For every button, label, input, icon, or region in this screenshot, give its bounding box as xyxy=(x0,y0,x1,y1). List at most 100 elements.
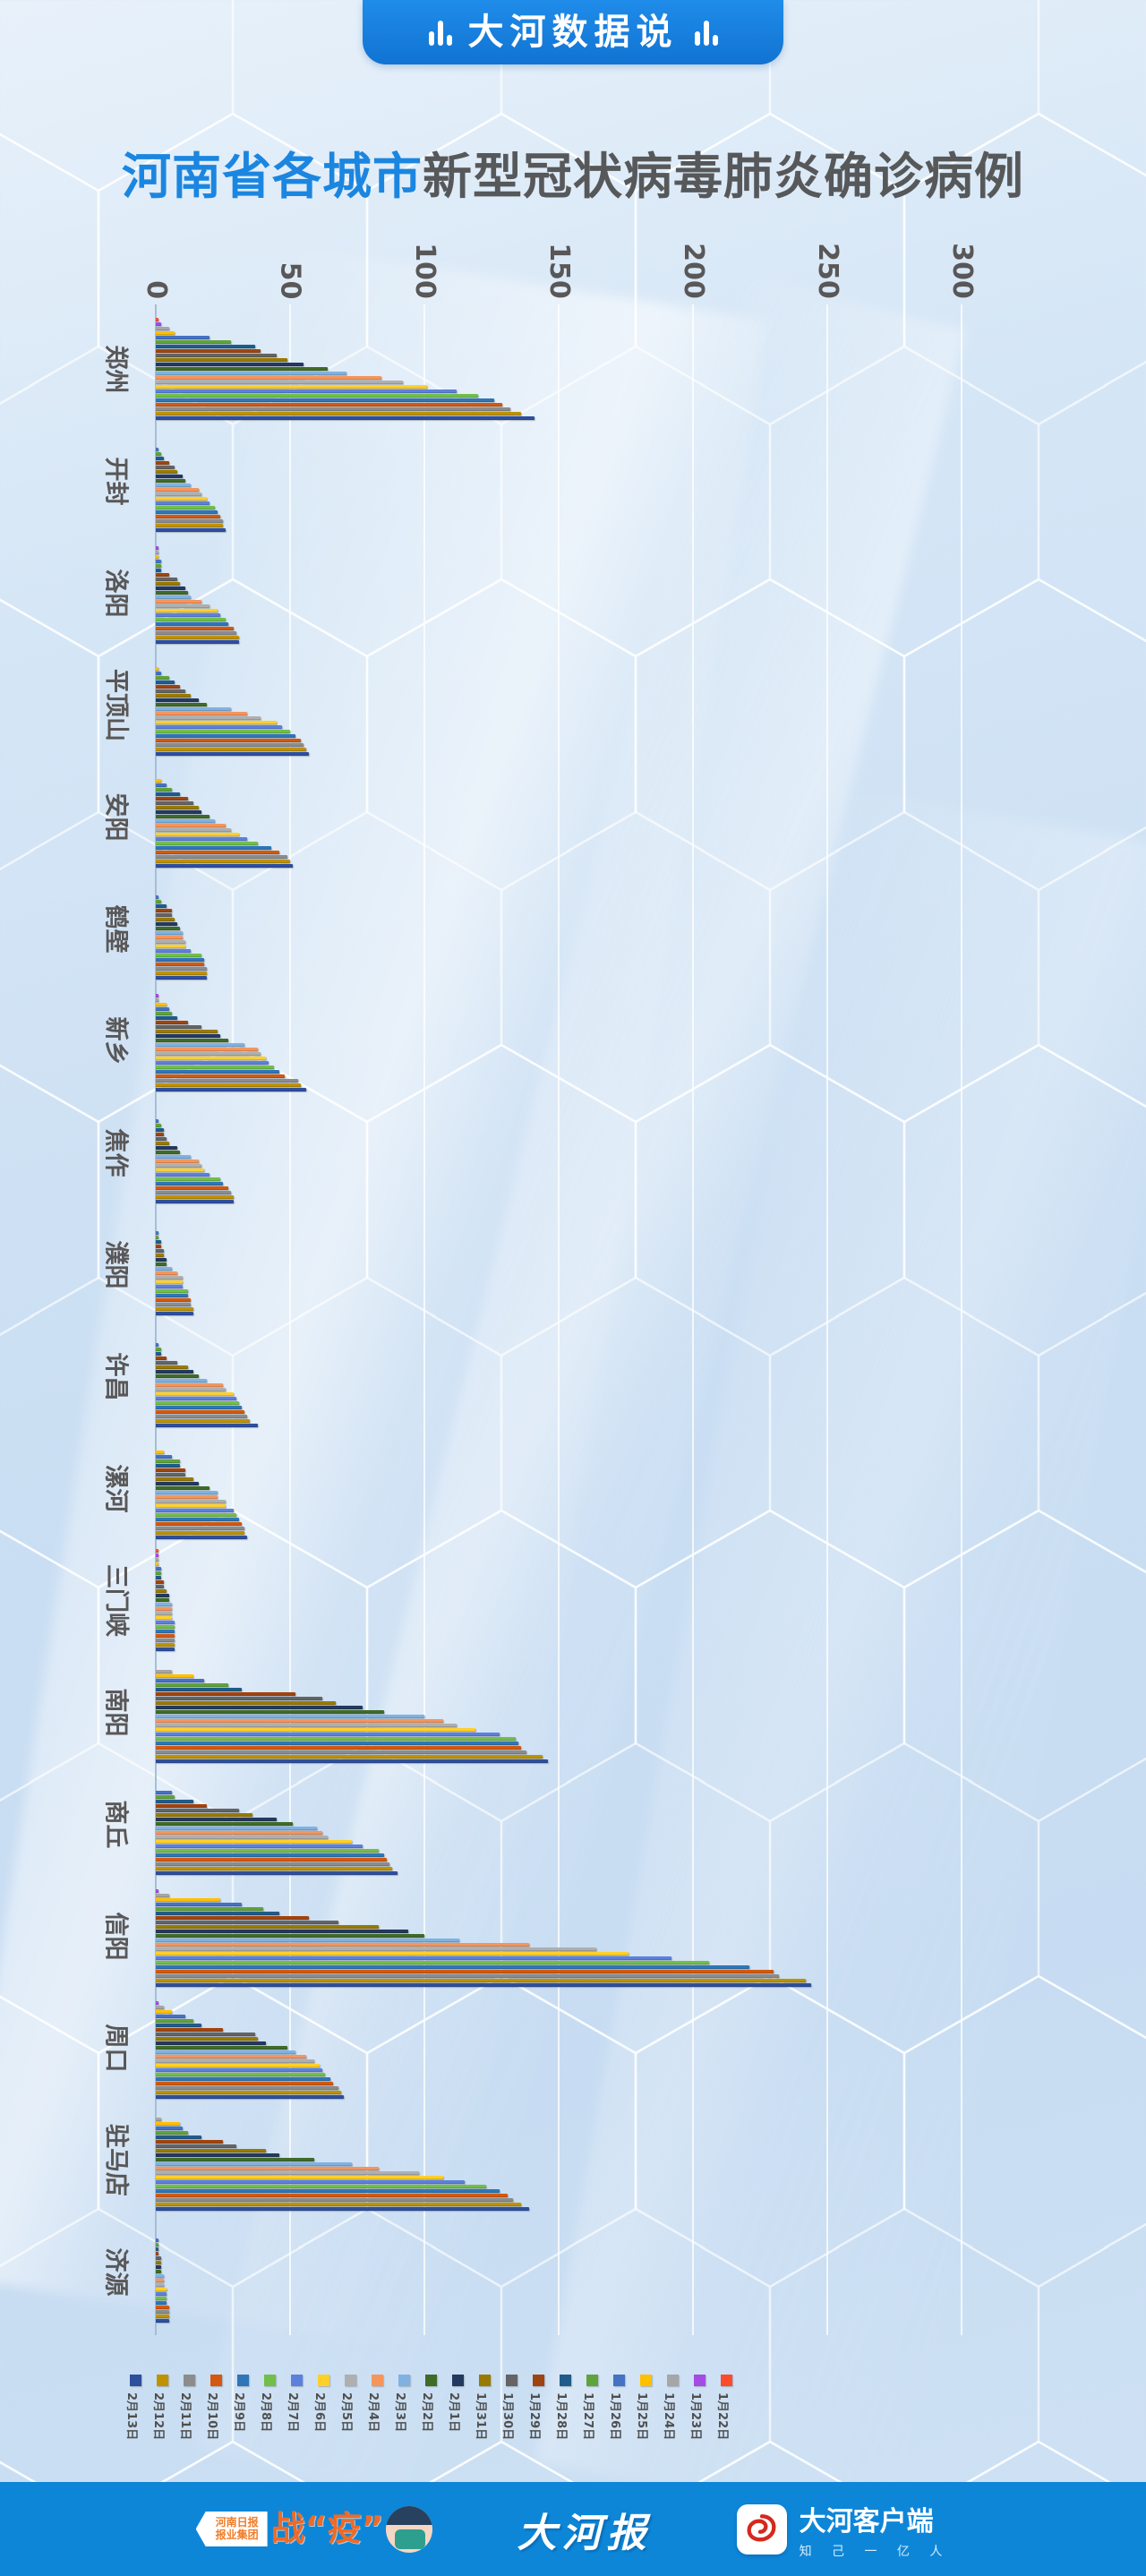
bar xyxy=(156,2033,255,2036)
bar xyxy=(156,1965,749,1969)
legend-swatch xyxy=(559,2375,571,2386)
bar xyxy=(156,506,215,509)
city-bar-group xyxy=(156,430,226,533)
bar-chart-icon xyxy=(428,19,452,46)
bar xyxy=(156,1258,167,1262)
header-badge: 大河数据说 xyxy=(363,0,783,64)
chart-legend: 2月13日 2月12日 2月11日 2月10日 2月9日 2月8日 2月7日 2月6日 2月5日… xyxy=(122,2375,740,2464)
bar xyxy=(156,2194,508,2197)
bar xyxy=(156,2292,167,2296)
gridline xyxy=(961,304,962,2335)
bar xyxy=(156,322,161,326)
legend-item: 2月8日 xyxy=(256,2375,283,2464)
bar xyxy=(156,1039,228,1042)
nurse-illustration xyxy=(385,2505,432,2553)
bar xyxy=(156,1853,384,1857)
bar xyxy=(156,1468,185,1472)
bar xyxy=(156,1119,158,1123)
bar xyxy=(156,1795,175,1799)
bar xyxy=(156,1858,387,1861)
bar xyxy=(156,1021,188,1024)
bar xyxy=(156,2122,180,2126)
bar xyxy=(156,676,169,680)
bar xyxy=(156,1759,548,1763)
bar xyxy=(156,806,199,809)
bar xyxy=(156,927,180,930)
bar xyxy=(156,855,287,859)
bar xyxy=(156,1531,244,1535)
bar xyxy=(156,2158,314,2161)
bar xyxy=(156,779,161,783)
bar xyxy=(156,2118,161,2121)
bar xyxy=(156,2198,513,2202)
dahe-app-icon xyxy=(736,2503,787,2555)
bar xyxy=(156,1683,228,1687)
city-label: 周口 xyxy=(101,2024,130,2073)
legend-item: 2月3日 xyxy=(390,2375,417,2464)
bar xyxy=(156,1943,529,1947)
bar xyxy=(156,931,183,935)
city-label: 新乡 xyxy=(101,1016,130,1065)
bar xyxy=(156,2082,333,2085)
bar xyxy=(156,2050,295,2054)
bar xyxy=(156,743,304,747)
bar xyxy=(156,1867,392,1870)
title-highlight: 河南省各城市 xyxy=(121,148,423,205)
bar xyxy=(156,1639,175,1642)
bar xyxy=(156,1160,199,1163)
bar xyxy=(156,1724,457,1727)
bar xyxy=(156,2095,344,2099)
bar xyxy=(156,1576,161,1579)
bar xyxy=(156,2319,169,2323)
bar xyxy=(156,510,218,514)
x-tick-label: 50 xyxy=(274,261,306,299)
bar xyxy=(156,1791,172,1794)
legend-item: 2月1日 xyxy=(444,2375,471,2464)
bar xyxy=(156,2024,201,2027)
legend-label: 2月10日 xyxy=(205,2392,218,2441)
bar xyxy=(156,466,175,469)
bar xyxy=(156,372,346,375)
bar xyxy=(156,1388,226,1391)
legend-label: 1月25日 xyxy=(635,2392,648,2441)
bar xyxy=(156,2301,167,2305)
bar xyxy=(156,1970,774,1973)
legend-swatch xyxy=(612,2375,625,2386)
bar xyxy=(156,1392,234,1396)
bar xyxy=(156,2015,185,2018)
legend-item: 1月31日 xyxy=(471,2375,498,2464)
legend-item: 1月29日 xyxy=(525,2375,552,2464)
bar xyxy=(156,1482,199,1485)
bar xyxy=(156,1061,269,1065)
bar xyxy=(156,1030,218,1033)
bar xyxy=(156,398,494,402)
bar xyxy=(156,1921,338,1924)
bar xyxy=(156,1065,274,1069)
legend-swatch xyxy=(183,2375,195,2386)
legend-label: 2月13日 xyxy=(124,2392,138,2441)
bar xyxy=(156,689,185,693)
bar xyxy=(156,1495,218,1499)
badge-title: 大河数据说 xyxy=(467,12,679,53)
bar xyxy=(156,837,247,841)
bar xyxy=(156,1155,191,1159)
bar xyxy=(156,488,199,492)
legend-swatch xyxy=(210,2375,222,2386)
bar xyxy=(156,680,175,684)
bar xyxy=(156,1634,175,1638)
bar xyxy=(156,707,231,711)
legend-label: 2月11日 xyxy=(178,2392,192,2441)
bar xyxy=(156,448,158,451)
bar xyxy=(156,1016,177,1020)
bar xyxy=(156,1728,475,1732)
x-tick-label: 200 xyxy=(677,243,709,299)
bar xyxy=(156,963,204,966)
bar xyxy=(156,1267,172,1271)
bar xyxy=(156,345,255,348)
bar xyxy=(156,1383,223,1387)
bar xyxy=(156,349,261,353)
legend-swatch xyxy=(693,2375,706,2386)
bar xyxy=(156,1285,183,1288)
bar xyxy=(156,1379,207,1382)
